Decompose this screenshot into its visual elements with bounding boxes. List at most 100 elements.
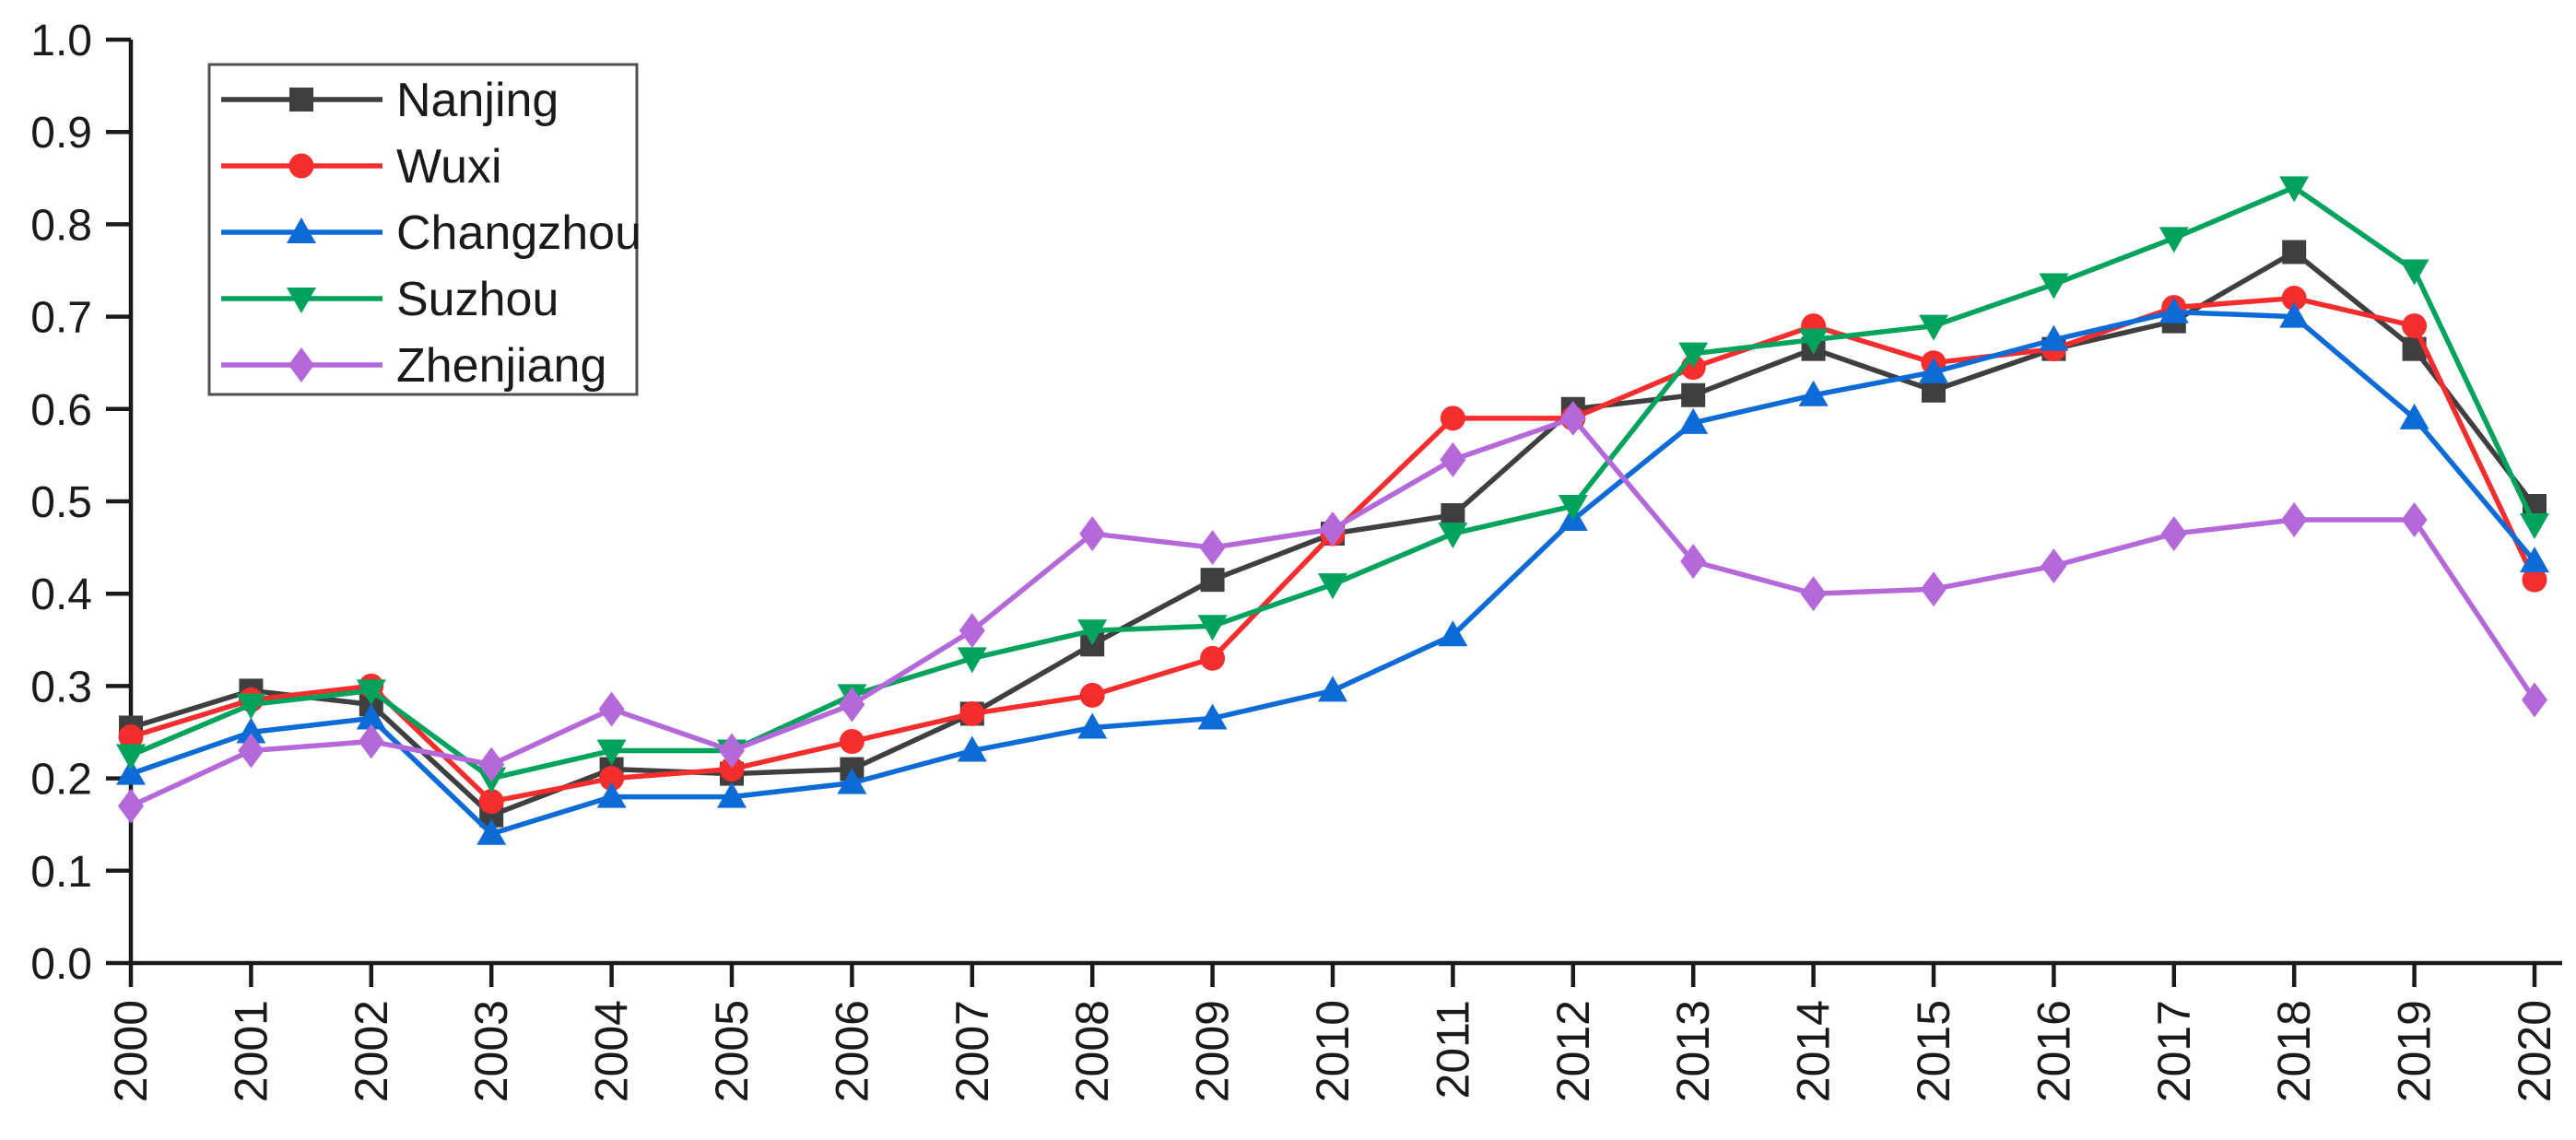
marker-suzhou-2002 (356, 679, 386, 706)
x-tick-label: 2001 (225, 1000, 276, 1102)
marker-zhenjiang-2002 (358, 723, 384, 759)
x-tick-label: 2017 (2148, 1000, 2200, 1102)
y-tick-label: 1.0 (30, 17, 92, 65)
x-tick-label: 2015 (1908, 1000, 1959, 1102)
marker-wuxi-2008 (1079, 682, 1105, 708)
x-tick-label: 2010 (1307, 1000, 1359, 1102)
x-tick-label: 2007 (947, 1000, 998, 1102)
marker-zhenjiang-2019 (2401, 502, 2428, 538)
marker-changzhou-2017 (2158, 297, 2189, 323)
marker-zhenjiang-2007 (959, 613, 985, 649)
marker-nanjing-2009 (1200, 568, 1225, 593)
marker-zhenjiang-2000 (118, 788, 144, 824)
legend-marker-nanjing (289, 88, 313, 112)
marker-zhenjiang-2017 (2160, 516, 2187, 552)
legend-item-nanjing: Nanjing (221, 74, 559, 127)
x-tick-label: 2005 (706, 1000, 758, 1102)
y-tick-label: 0.3 (30, 663, 92, 711)
x-tick-label: 2014 (1788, 1000, 1840, 1102)
legend-label-zhenjiang: Zhenjiang (396, 339, 606, 393)
marker-changzhou-2018 (2279, 301, 2310, 328)
y-axis-ticks: 0.0 0.1 0.2 0.3 0.4 0.5 0.6 0.7 0.8 0.9 1.0 (30, 17, 131, 989)
marker-zhenjiang-2009 (1199, 530, 1226, 566)
marker-suzhou-2016 (2039, 273, 2069, 300)
x-tick-label: 2019 (2389, 1000, 2441, 1102)
x-tick-label: 2003 (465, 1000, 517, 1102)
marker-changzhou-2006 (837, 768, 867, 794)
marker-zhenjiang-2003 (478, 746, 505, 782)
marker-changzhou-2008 (1077, 712, 1108, 739)
y-tick-label: 0.8 (30, 201, 92, 250)
marker-wuxi-2007 (959, 700, 985, 726)
marker-changzhou-2002 (356, 703, 386, 730)
legend-marker-zhenjiang (288, 347, 314, 382)
legend-item-zhenjiang: Zhenjiang (221, 339, 606, 393)
marker-suzhou-2019 (2399, 259, 2429, 286)
series-zhenjiang (118, 400, 2547, 824)
x-tick-label: 2004 (586, 1000, 638, 1102)
marker-wuxi-2020 (2522, 567, 2547, 593)
marker-suzhou-2015 (1919, 314, 1948, 341)
x-tick-label: 2012 (1547, 1000, 1599, 1102)
x-tick-label: 2011 (1427, 1000, 1478, 1099)
series-changzhou (116, 297, 2549, 845)
marker-zhenjiang-2012 (1559, 400, 1586, 436)
legend-label-changzhou: Changzhou (396, 206, 641, 260)
marker-suzhou-2009 (1197, 615, 1228, 641)
y-tick-label: 0.0 (30, 940, 92, 989)
marker-changzhou-2020 (2520, 546, 2549, 573)
marker-changzhou-2019 (2399, 403, 2429, 429)
marker-suzhou-2013 (1678, 342, 1709, 369)
marker-changzhou-2009 (1197, 703, 1228, 730)
marker-suzhou-2020 (2520, 513, 2549, 540)
marker-suzhou-2007 (957, 647, 987, 674)
x-tick-label: 2006 (826, 1000, 877, 1102)
marker-changzhou-2005 (717, 782, 747, 808)
marker-suzhou-2010 (1318, 573, 1347, 600)
marker-changzhou-2013 (1678, 407, 1709, 434)
x-axis-ticks: 2000 2001 2002 2003 2004 2005 2006 2007 2008 2009… (105, 963, 2560, 1102)
legend-item-changzhou: Changzhou (221, 206, 641, 260)
marker-wuxi-2006 (839, 729, 865, 755)
x-tick-label: 2002 (346, 1000, 397, 1102)
x-tick-label: 2013 (1667, 1000, 1719, 1102)
marker-zhenjiang-2015 (1921, 571, 1947, 607)
marker-zhenjiang-2001 (238, 733, 265, 769)
marker-suzhou-2012 (1558, 495, 1588, 522)
marker-zhenjiang-2013 (1680, 544, 1707, 580)
marker-wuxi-2018 (2281, 286, 2307, 311)
marker-zhenjiang-2016 (2041, 548, 2067, 584)
legend-item-suzhou: Suzhou (221, 273, 559, 326)
y-tick-label: 0.7 (30, 294, 92, 343)
y-tick-label: 0.1 (30, 848, 92, 897)
marker-suzhou-2014 (1798, 328, 1829, 355)
marker-suzhou-2000 (116, 744, 146, 770)
marker-wuxi-2005 (719, 757, 745, 782)
marker-changzhou-2015 (1919, 357, 1948, 383)
marker-suzhou-2011 (1438, 523, 1468, 549)
marker-zhenjiang-2005 (719, 733, 745, 769)
y-tick-label: 0.2 (30, 756, 92, 805)
marker-wuxi-2009 (1200, 645, 1226, 671)
y-tick-label: 0.6 (30, 386, 92, 435)
marker-wuxi-2003 (478, 789, 504, 815)
legend-label-suzhou: Suzhou (396, 273, 559, 326)
marker-changzhou-2011 (1438, 620, 1468, 647)
marker-zhenjiang-2020 (2522, 682, 2547, 718)
marker-zhenjiang-2008 (1079, 516, 1106, 552)
marker-wuxi-2011 (1440, 405, 1465, 431)
legend: Nanjing Wuxi Changzhou Suzhou Zhenjiang (207, 63, 641, 396)
x-tick-label: 2018 (2268, 1000, 2320, 1102)
y-tick-label: 0.4 (30, 570, 92, 619)
marker-suzhou-2018 (2279, 176, 2310, 203)
marker-nanjing-2013 (1681, 382, 1706, 407)
legend-label-wuxi: Wuxi (396, 140, 502, 194)
x-tick-label: 2016 (2028, 1000, 2079, 1102)
marker-suzhou-2001 (236, 693, 266, 720)
marker-changzhou-2016 (2039, 324, 2069, 351)
marker-zhenjiang-2018 (2281, 502, 2308, 538)
marker-changzhou-2010 (1318, 676, 1347, 702)
legend-label-nanjing: Nanjing (396, 74, 559, 127)
legend-marker-wuxi (288, 153, 314, 179)
marker-changzhou-2001 (236, 717, 266, 744)
